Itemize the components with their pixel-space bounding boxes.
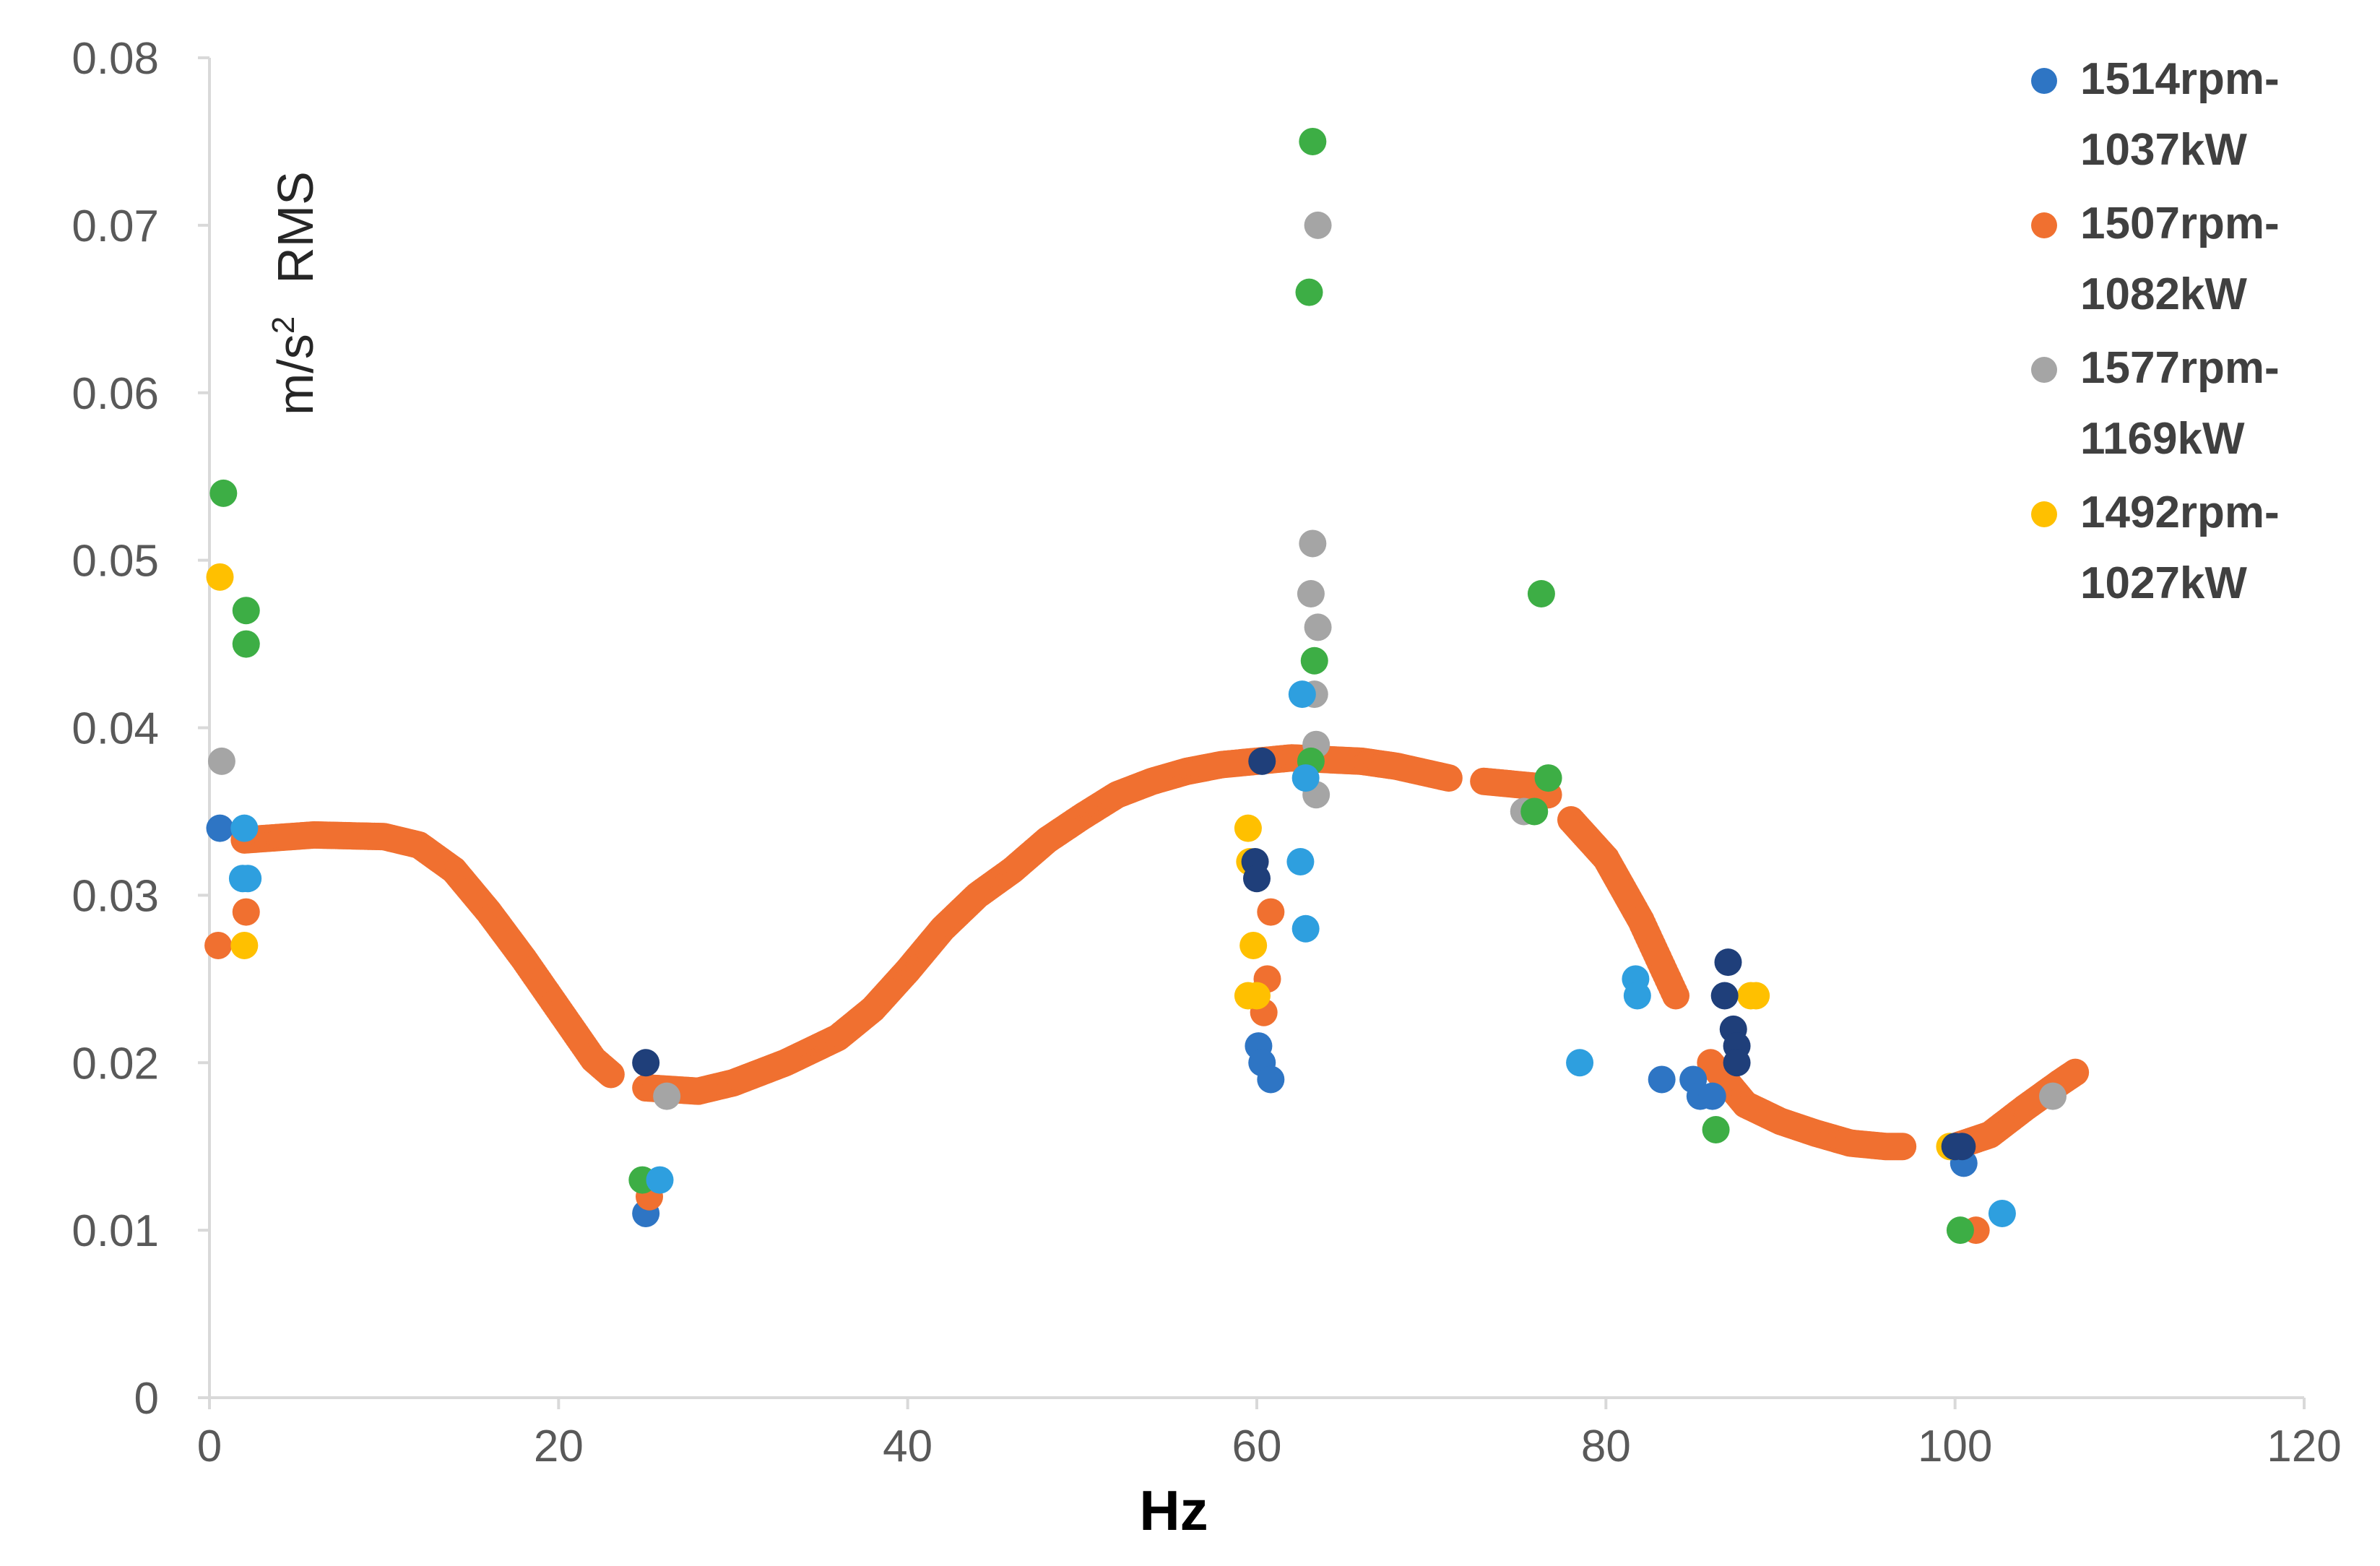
y-tick-label: 0.08 — [72, 34, 159, 84]
legend-label-line1: 1492rpm- — [2080, 488, 2280, 537]
y-tick-label: 0.02 — [72, 1039, 159, 1089]
data-point — [1648, 1065, 1676, 1094]
legend-label-line2: 1169kW — [2080, 414, 2245, 464]
data-point — [1698, 1082, 1726, 1110]
data-point — [2039, 1082, 2067, 1110]
legend-marker — [2031, 212, 2057, 238]
legend-label-line2: 1082kW — [2080, 269, 2247, 319]
data-point — [1566, 1049, 1594, 1077]
legend-label-line1: 1577rpm- — [2080, 343, 2280, 393]
data-point — [1299, 127, 1327, 155]
data-point — [1304, 613, 1332, 641]
data-point — [206, 563, 234, 591]
data-point — [230, 814, 259, 842]
y-tick-label: 0.04 — [72, 704, 159, 754]
data-point — [232, 898, 260, 926]
y-tick-label: 0.06 — [72, 369, 159, 419]
data-point — [232, 630, 260, 658]
data-point — [1243, 865, 1271, 893]
data-point — [1534, 764, 1562, 792]
curve-point — [1889, 1133, 1917, 1161]
data-point — [207, 747, 235, 775]
curve-point — [597, 1060, 625, 1089]
data-point — [1248, 747, 1276, 775]
data-point — [209, 479, 238, 507]
data-point — [1520, 797, 1549, 826]
data-point — [653, 1082, 681, 1110]
data-point — [1234, 814, 1262, 842]
orange-curve — [230, 744, 2090, 1161]
data-point — [1702, 1116, 1730, 1143]
data-point — [1243, 982, 1271, 1010]
data-point — [1239, 931, 1268, 959]
data-point — [1948, 1133, 1976, 1161]
data-point — [1297, 580, 1325, 607]
data-point — [1946, 1216, 1974, 1245]
x-axis-label: Hz — [1139, 1479, 1208, 1542]
data-point — [1623, 982, 1651, 1010]
data-point — [1527, 580, 1555, 607]
legend-label-line1: 1507rpm- — [2080, 199, 2280, 248]
data-point — [232, 597, 260, 625]
curve-point — [2061, 1058, 2090, 1086]
y-axis-unit: m/s — [267, 334, 324, 415]
x-tick-label: 120 — [2267, 1422, 2341, 1471]
data-point — [204, 931, 233, 959]
data-point — [230, 931, 259, 959]
data-point — [1286, 848, 1315, 875]
data-point — [1304, 211, 1332, 239]
y-axis-suffix: RMS — [267, 171, 324, 284]
y-tick-label: 0.07 — [72, 202, 159, 251]
scatter-points — [204, 127, 2067, 1245]
data-point — [1257, 1065, 1285, 1094]
y-tick-label: 0.01 — [72, 1206, 159, 1256]
data-point — [1710, 982, 1739, 1010]
x-tick-label: 0 — [197, 1422, 222, 1471]
data-point — [1257, 898, 1285, 926]
data-point — [1723, 1049, 1751, 1077]
legend-label-line2: 1027kW — [2080, 558, 2247, 608]
legend-marker — [2031, 501, 2057, 527]
y-tick-label: 0.05 — [72, 537, 159, 587]
data-point — [1299, 529, 1327, 558]
y-tick-label: 0 — [134, 1374, 159, 1424]
data-point — [1295, 278, 1323, 306]
legend: 1514rpm- 1037kW 1507rpm- 1082kW 1577rpm- 1169… — [2031, 54, 2280, 608]
x-tick-label: 40 — [883, 1422, 932, 1471]
axes: 0 20 40 60 80 100 120 0 0.01 0.02 0.03 0.04 0.05 0.06… — [72, 34, 2341, 1471]
y-axis-label: m/s2 RMS — [266, 171, 324, 415]
data-point — [1988, 1199, 2016, 1227]
data-point — [1291, 914, 1320, 943]
data-point — [206, 814, 234, 842]
y-tick-label: 0.03 — [72, 871, 159, 921]
data-point — [1288, 680, 1316, 709]
y-axis-unit-sup: 2 — [266, 316, 301, 334]
x-tick-label: 20 — [534, 1422, 584, 1471]
legend-marker — [2031, 68, 2057, 94]
curve-point — [1662, 982, 1689, 1010]
x-tick-label: 60 — [1232, 1422, 1282, 1471]
x-tick-label: 80 — [1581, 1422, 1631, 1471]
curve-point — [1435, 764, 1463, 792]
legend-label-line1: 1514rpm- — [2080, 54, 2280, 104]
legend-marker — [2031, 357, 2057, 383]
data-point — [632, 1049, 660, 1077]
data-point — [646, 1166, 674, 1194]
axis-labels: Hz m/s2 RMS — [266, 171, 1208, 1542]
data-point — [1300, 646, 1328, 675]
legend-label-line2: 1037kW — [2080, 125, 2247, 175]
data-point — [234, 865, 262, 893]
data-point — [1291, 764, 1320, 792]
data-point — [1742, 982, 1770, 1010]
x-tick-label: 100 — [1918, 1422, 1992, 1471]
data-point — [1714, 948, 1742, 977]
